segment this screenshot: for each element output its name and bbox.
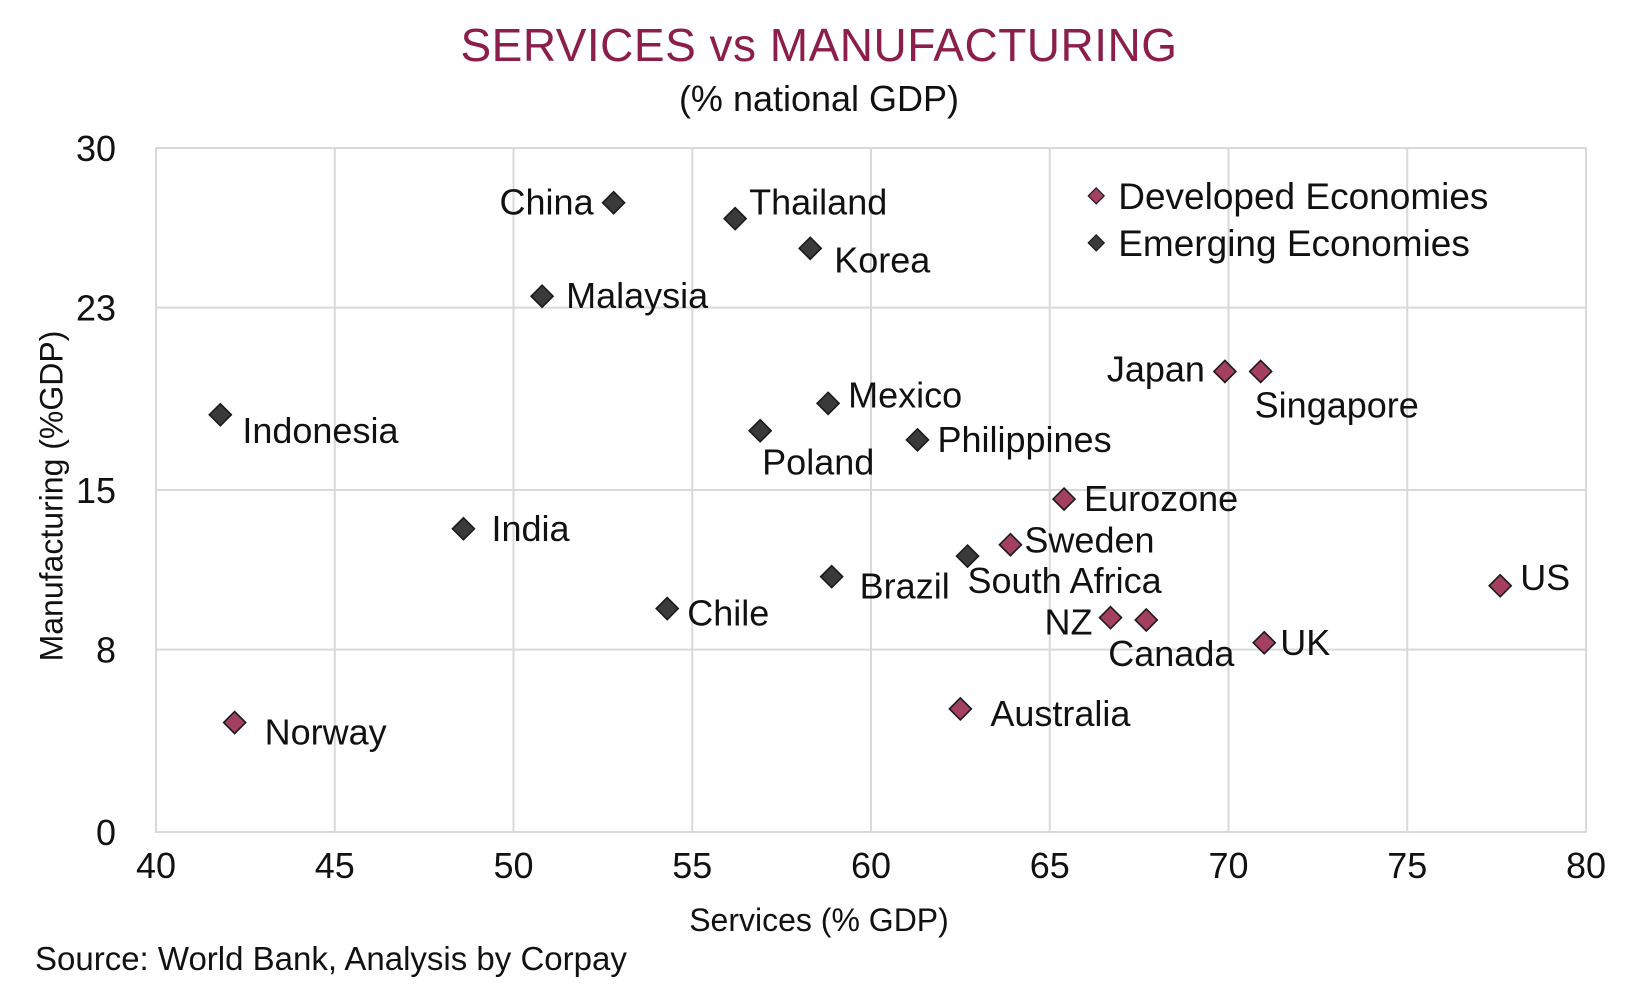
x-tick-label: 60 [851,845,891,886]
x-tick-label: 75 [1387,845,1427,886]
point-label: NZ [1045,602,1093,643]
point-label: US [1520,557,1570,598]
point-label: Poland [762,442,874,483]
legend-marker [1087,187,1106,205]
y-tick-label: 8 [96,630,116,671]
point-label: Australia [990,693,1131,734]
point-label: Mexico [848,374,962,415]
x-tick-label: 80 [1566,845,1606,886]
legend-label: Emerging Economies [1118,223,1470,264]
data-point-us [1488,573,1513,598]
data-point-singapore [1248,359,1273,384]
legend-label: Developed Economies [1118,176,1488,217]
data-point-canada [1134,607,1159,633]
data-point-poland [748,418,773,443]
point-label: Canada [1108,633,1235,674]
data-point-chile [655,596,680,621]
data-point-sweden [998,532,1023,557]
y-tick-label: 23 [76,288,116,329]
data-point-australia [948,696,973,722]
x-tick-label: 50 [493,845,533,886]
data-point-china [601,190,626,215]
y-tick-label: 30 [76,128,116,169]
point-label: Indonesia [242,410,399,451]
point-label: Brazil [860,566,950,607]
legend-marker [1087,234,1106,252]
data-point-nz [1098,605,1123,630]
chart-title: SERVICES vs MANUFACTURING [460,19,1178,71]
point-label: Chile [687,593,769,634]
data-point-norway [222,710,247,735]
data-point-indonesia [208,402,233,427]
point-label: Eurozone [1084,478,1238,519]
x-tick-label: 45 [315,845,355,886]
point-label: Malaysia [566,275,709,316]
source-note: Source: World Bank, Analysis by Corpay [35,940,627,977]
point-label: UK [1280,622,1330,663]
data-point-india [451,516,476,541]
x-tick-label: 55 [672,845,712,886]
point-label: Philippines [937,419,1111,460]
point-label: Sweden [1024,520,1154,561]
data-point-mexico [815,391,841,416]
data-point-korea [798,236,823,261]
point-label: India [491,508,570,549]
data-point-eurozone [1051,486,1077,512]
data-point-brazil [819,564,844,589]
y-tick-label: 15 [76,470,116,511]
point-label: South Africa [968,560,1163,601]
data-point-thailand [723,206,748,231]
data-point-philippines [905,427,930,452]
chart-subtitle: (% national GDP) [678,78,960,119]
y-axis-label: Manufacturing (%GDP) [33,330,70,662]
y-tick-label: 0 [96,812,116,853]
x-axis-label: Services (% GDP) [689,902,949,938]
data-point-uk [1252,630,1277,655]
point-label: Japan [1107,348,1205,389]
x-tick-label: 40 [136,845,176,886]
point-label: Norway [265,712,387,753]
point-label: Singapore [1255,384,1419,425]
data-point-japan [1212,359,1238,384]
point-label: Thailand [749,182,887,223]
point-label: China [500,182,595,223]
x-tick-label: 70 [1208,845,1248,886]
data-point-south-africa [955,543,980,569]
x-tick-label: 65 [1030,845,1070,886]
point-label: Korea [834,239,931,280]
data-point-malaysia [529,284,555,309]
